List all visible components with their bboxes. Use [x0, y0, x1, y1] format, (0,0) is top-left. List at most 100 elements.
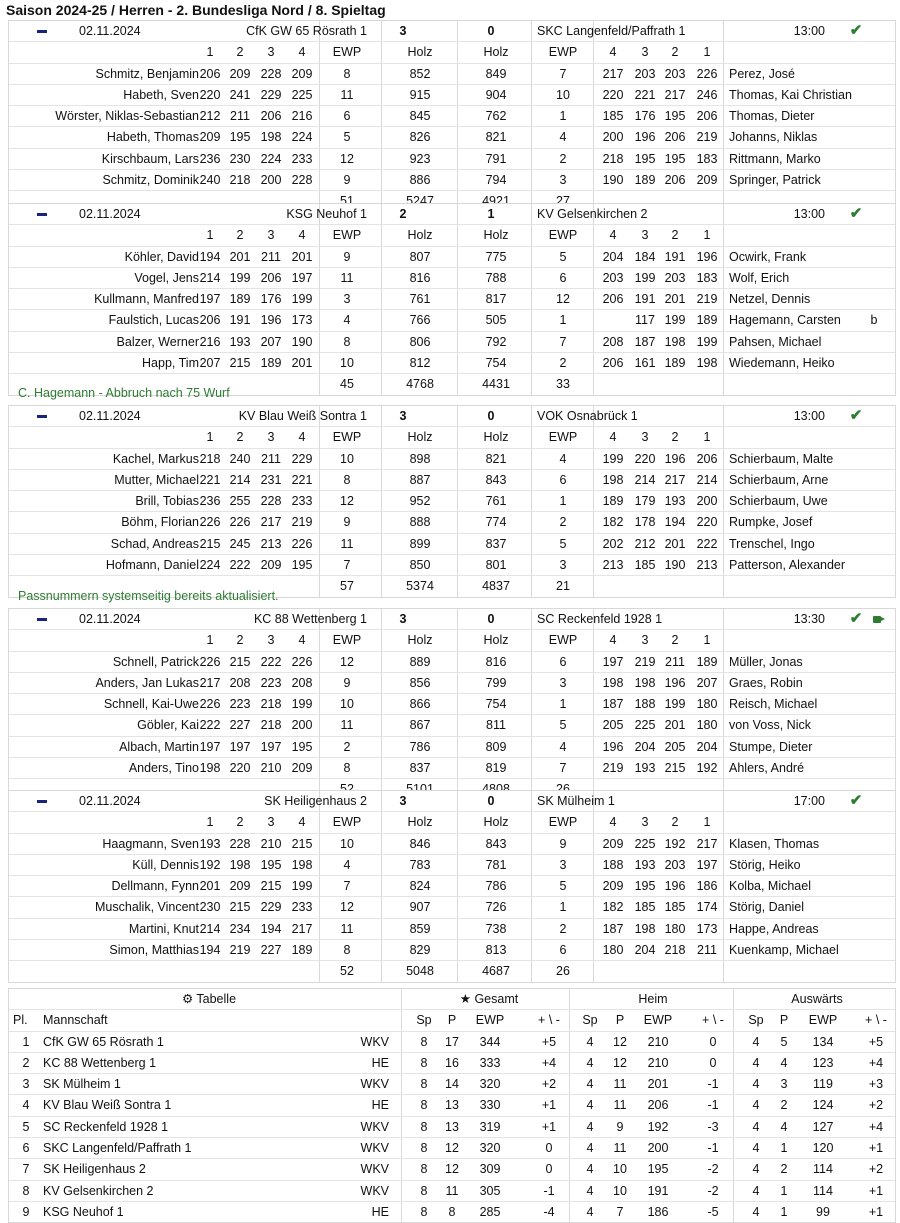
collapse-minus-icon[interactable] [37, 618, 47, 621]
stat-g: +2 [541, 1077, 557, 1092]
away-game-score: 188 [634, 697, 656, 712]
player-row: Kirschbaum, Lars 236 230 224 233 12 923 791 2 218… [9, 149, 895, 171]
standings-row[interactable]: 4 KV Blau Weiß Sontra 1 HE 8 13 330 +1 4 11 206 -1… [9, 1095, 895, 1117]
player-row: Martini, Knut 214 234 194 217 11 859 738 2 187 198… [9, 919, 895, 941]
standings-row[interactable]: 7 SK Heiligenhaus 2 WKV 8 12 309 0 4 10 195 -2 4 2 11… [9, 1159, 895, 1181]
header-ewp: EWP [332, 815, 362, 830]
home-player-name: Schad, Andreas [110, 536, 199, 551]
home-game-score: 215 [291, 836, 313, 851]
home-player-name: Muschalik, Vincent [95, 900, 199, 915]
stat-g: 12 [445, 1162, 459, 1177]
home-game-score: 229 [291, 451, 313, 466]
away-ewp: 6 [559, 472, 567, 487]
stat-h: -3 [707, 1119, 719, 1134]
player-row: Albach, Martin 197 197 197 195 2 786 809 4 196 204… [9, 737, 895, 759]
away-holz: 788 [485, 270, 507, 285]
away-holz: 762 [485, 109, 507, 124]
away-game-score: 217 [664, 472, 686, 487]
stat-g: 344 [479, 1034, 501, 1049]
home-ewp: 11 [340, 270, 354, 285]
stat-h: 210 [647, 1055, 669, 1070]
column-divider [531, 406, 532, 597]
away-game-score: 225 [634, 836, 656, 851]
standings-row[interactable]: 2 KC 88 Wettenberg 1 HE 8 16 333 +4 4 12 210 0 4 4 12… [9, 1053, 895, 1075]
stat-a: 4 [752, 1204, 760, 1219]
home-game-score: 200 [260, 173, 282, 188]
standings-row[interactable]: 6 SKC Langenfeld/Paffrath 1 WKV 8 12 320 0 4 11 2… [9, 1138, 895, 1160]
away-match-points: 0 [487, 612, 495, 626]
standings-row[interactable]: 9 KSG Neuhof 1 HE 8 8 285 -4 4 7 186 -5 4 1 99 +1 [9, 1202, 895, 1222]
collapse-minus-icon[interactable] [37, 800, 47, 803]
collapse-minus-icon[interactable] [37, 30, 47, 33]
stat-h: 11 [613, 1098, 627, 1113]
away-game-score: 183 [696, 151, 718, 166]
home-player-name: Brill, Tobias [135, 494, 199, 509]
away-game-score: 204 [634, 739, 656, 754]
home-game-score: 224 [291, 130, 313, 145]
tabelle-section: ⚙ Tabelle [129, 989, 289, 1009]
home-game-score: 224 [199, 558, 221, 573]
away-game-score: 192 [664, 836, 686, 851]
standings-row[interactable]: 8 KV Gelsenkirchen 2 WKV 8 11 305 -1 4 10 191 -2 4 1… [9, 1181, 895, 1202]
home-game-score: 201 [229, 249, 251, 264]
home-holz: 852 [409, 66, 431, 81]
away-player-name: Perez, José [729, 66, 796, 81]
player-row: Kachel, Markus 218 240 211 229 10 898 821 4 199 22… [9, 449, 895, 470]
home-game-score: 222 [229, 558, 251, 573]
away-game-score: 217 [664, 87, 686, 102]
column-divider [457, 204, 458, 395]
stat-g: 8 [420, 1077, 428, 1092]
stat-h: 11 [613, 1077, 627, 1092]
home-game-score: 207 [260, 334, 282, 349]
header-holz: Holz [407, 228, 433, 243]
collapse-minus-icon[interactable] [37, 213, 47, 216]
away-game-score: 203 [664, 857, 686, 872]
away-ewp: 12 [556, 292, 570, 307]
away-player-name: Schierbaum, Malte [729, 451, 834, 466]
home-team-name: CfK GW 65 Rösrath 1 [246, 24, 367, 38]
home-game-score: 200 [291, 718, 313, 733]
home-game-score: 210 [260, 761, 282, 776]
away-player-name: Schierbaum, Uwe [729, 494, 828, 509]
header-game-3: 3 [267, 633, 275, 648]
player-row: Anders, Jan Lukas 217 208 223 208 9 856 799 3 198… [9, 673, 895, 695]
away-game-score: 198 [696, 356, 718, 371]
away-ewp: 7 [559, 334, 567, 349]
away-game-score: 117 [635, 313, 655, 328]
match-date: 02.11.2024 [79, 612, 141, 626]
home-holz: 850 [409, 558, 431, 573]
stat-g: 305 [479, 1183, 501, 1198]
column-divider [723, 204, 724, 395]
home-ewp: 6 [343, 109, 351, 124]
stat-h: 12 [613, 1055, 627, 1070]
home-player-name: Küll, Dennis [132, 857, 199, 872]
team-name: CfK GW 65 Rösrath 1 [43, 1034, 164, 1049]
player-row: Anders, Tino 198 220 210 209 8 837 819 7 219 193 21… [9, 758, 895, 780]
check-icon: ✔ [849, 610, 863, 627]
away-total-ewp: 33 [556, 377, 570, 392]
home-game-score: 213 [260, 536, 282, 551]
away-game-score: 180 [602, 943, 624, 958]
player-row: Göbler, Kai 222 227 218 200 11 867 811 5 205 225 20… [9, 715, 895, 737]
stat-h: 191 [647, 1183, 669, 1198]
home-ewp: 9 [343, 173, 351, 188]
away-ewp: 5 [559, 718, 567, 733]
region: WKV [360, 1183, 389, 1198]
away-player-name: Wiedemann, Heiko [729, 356, 835, 371]
home-game-score: 195 [229, 130, 251, 145]
player-row: Habeth, Sven 220 241 229 225 11 915 904 10 220 221… [9, 85, 895, 107]
home-game-score: 189 [229, 292, 251, 307]
home-game-score: 206 [199, 66, 221, 81]
video-icon[interactable] [873, 616, 885, 623]
standings-row[interactable]: 5 SC Reckenfeld 1928 1 WKV 8 13 319 +1 4 9 192 -3 4… [9, 1117, 895, 1139]
column-divider [457, 609, 458, 800]
standings-row[interactable]: 3 SK Mülheim 1 WKV 8 14 320 +2 4 11 201 -1 4 3 119 +3 [9, 1074, 895, 1096]
home-game-score: 227 [260, 943, 282, 958]
away-game-score: 219 [602, 761, 624, 776]
home-player-name: Wörster, Niklas-Sebastian [55, 109, 199, 124]
away-game-score: 196 [602, 739, 624, 754]
standings-row[interactable]: 1 CfK GW 65 Rösrath 1 WKV 8 17 344 +5 4 12 210 0 4 5… [9, 1032, 895, 1053]
stat-g: 16 [445, 1055, 459, 1070]
away-holz: 817 [485, 292, 507, 307]
collapse-minus-icon[interactable] [37, 415, 47, 418]
